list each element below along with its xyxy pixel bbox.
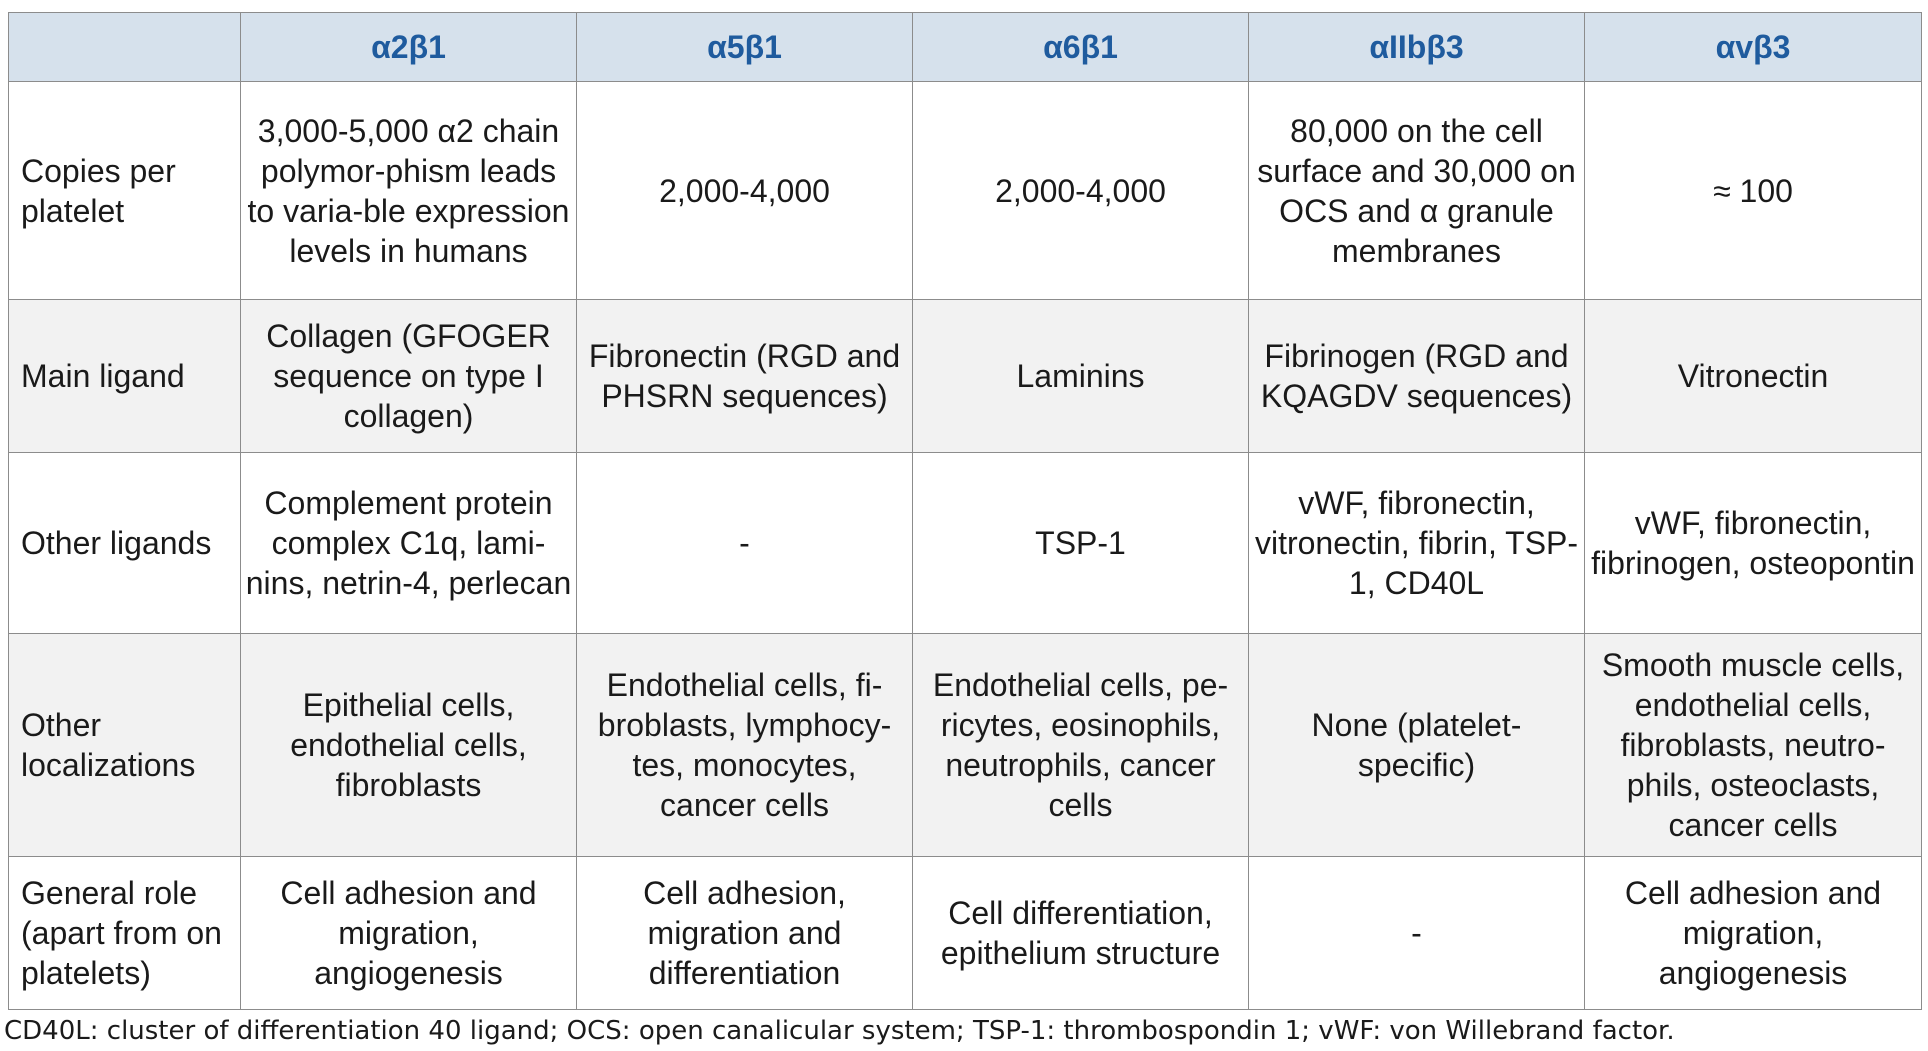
cell-main-ligand-alphaIIbbeta3: Fibrinogen (RGD and KQAGDV sequences): [1248, 299, 1585, 453]
cell-copies-alpha2beta1: 3,000-5,000 α2 chain polymor-phism leads…: [240, 81, 577, 300]
cell-copies-alpha6beta1: 2,000-4,000: [912, 81, 1249, 300]
cell-localizations-alphaIIbbeta3: None (platelet-specific): [1248, 633, 1585, 857]
header-alphaIIbbeta3: αIIbβ3: [1248, 12, 1585, 82]
cell-main-ligand-alpha5beta1: Fibronectin (RGD and PHSRN sequences): [576, 299, 913, 453]
cell-role-alphaIIbbeta3: -: [1248, 856, 1585, 1010]
page: α2β1 α5β1 α6β1 αIIbβ3 αvβ3 Copies per pl…: [8, 12, 1922, 1010]
row-label-other-ligands: Other ligands: [8, 452, 241, 634]
cell-main-ligand-alpha6beta1: Laminins: [912, 299, 1249, 453]
row-label-general-role: General role (apart from on platelets): [8, 856, 241, 1010]
cell-localizations-alpha6beta1: Endothelial cells, pe-ricytes, eosinophi…: [912, 633, 1249, 857]
header-alpha2beta1: α2β1: [240, 12, 577, 82]
row-copies-per-platelet: Copies per platelet 3,000-5,000 α2 chain…: [8, 81, 1922, 300]
cell-other-ligands-alphaIIbbeta3: vWF, fibronectin, vitronectin, fibrin, T…: [1248, 452, 1585, 634]
cell-role-alpha6beta1: Cell differentiation, epithelium structu…: [912, 856, 1249, 1010]
cell-role-alphavbeta3: Cell adhesion and migration, angiogenesi…: [1584, 856, 1922, 1010]
header-alphavbeta3: αvβ3: [1584, 12, 1922, 82]
integrin-table: α2β1 α5β1 α6β1 αIIbβ3 αvβ3 Copies per pl…: [8, 12, 1922, 1010]
table-footnote: CD40L: cluster of differentiation 40 lig…: [4, 1016, 1675, 1046]
header-row: α2β1 α5β1 α6β1 αIIbβ3 αvβ3: [8, 12, 1922, 82]
cell-localizations-alphavbeta3: Smooth muscle cells, endothelial cells, …: [1584, 633, 1922, 857]
cell-copies-alpha5beta1: 2,000-4,000: [576, 81, 913, 300]
header-alpha5beta1: α5β1: [576, 12, 913, 82]
row-other-localizations: Other localizations Epithelial cells, en…: [8, 633, 1922, 857]
row-label-copies-per-platelet: Copies per platelet: [8, 81, 241, 300]
cell-copies-alphaIIbbeta3: 80,000 on the cell surface and 30,000 on…: [1248, 81, 1585, 300]
cell-other-ligands-alpha6beta1: TSP-1: [912, 452, 1249, 634]
header-corner-cell: [8, 12, 241, 82]
row-other-ligands: Other ligands Complement protein complex…: [8, 452, 1922, 634]
cell-main-ligand-alpha2beta1: Collagen (GFOGER sequence on type I coll…: [240, 299, 577, 453]
row-label-other-localizations: Other localizations: [8, 633, 241, 857]
cell-role-alpha5beta1: Cell adhesion, migration and differentia…: [576, 856, 913, 1010]
row-main-ligand: Main ligand Collagen (GFOGER sequence on…: [8, 299, 1922, 453]
cell-other-ligands-alphavbeta3: vWF, fibronectin, fibrinogen, osteoponti…: [1584, 452, 1922, 634]
cell-localizations-alpha5beta1: Endothelial cells, fi-broblasts, lymphoc…: [576, 633, 913, 857]
row-general-role: General role (apart from on platelets) C…: [8, 856, 1922, 1010]
header-alpha6beta1: α6β1: [912, 12, 1249, 82]
cell-role-alpha2beta1: Cell adhesion and migration, angiogenesi…: [240, 856, 577, 1010]
row-label-main-ligand: Main ligand: [8, 299, 241, 453]
cell-other-ligands-alpha2beta1: Complement protein complex C1q, lami-nin…: [240, 452, 577, 634]
cell-localizations-alpha2beta1: Epithelial cells, endothelial cells, fib…: [240, 633, 577, 857]
cell-main-ligand-alphavbeta3: Vitronectin: [1584, 299, 1922, 453]
cell-other-ligands-alpha5beta1: -: [576, 452, 913, 634]
cell-copies-alphavbeta3: ≈ 100: [1584, 81, 1922, 300]
